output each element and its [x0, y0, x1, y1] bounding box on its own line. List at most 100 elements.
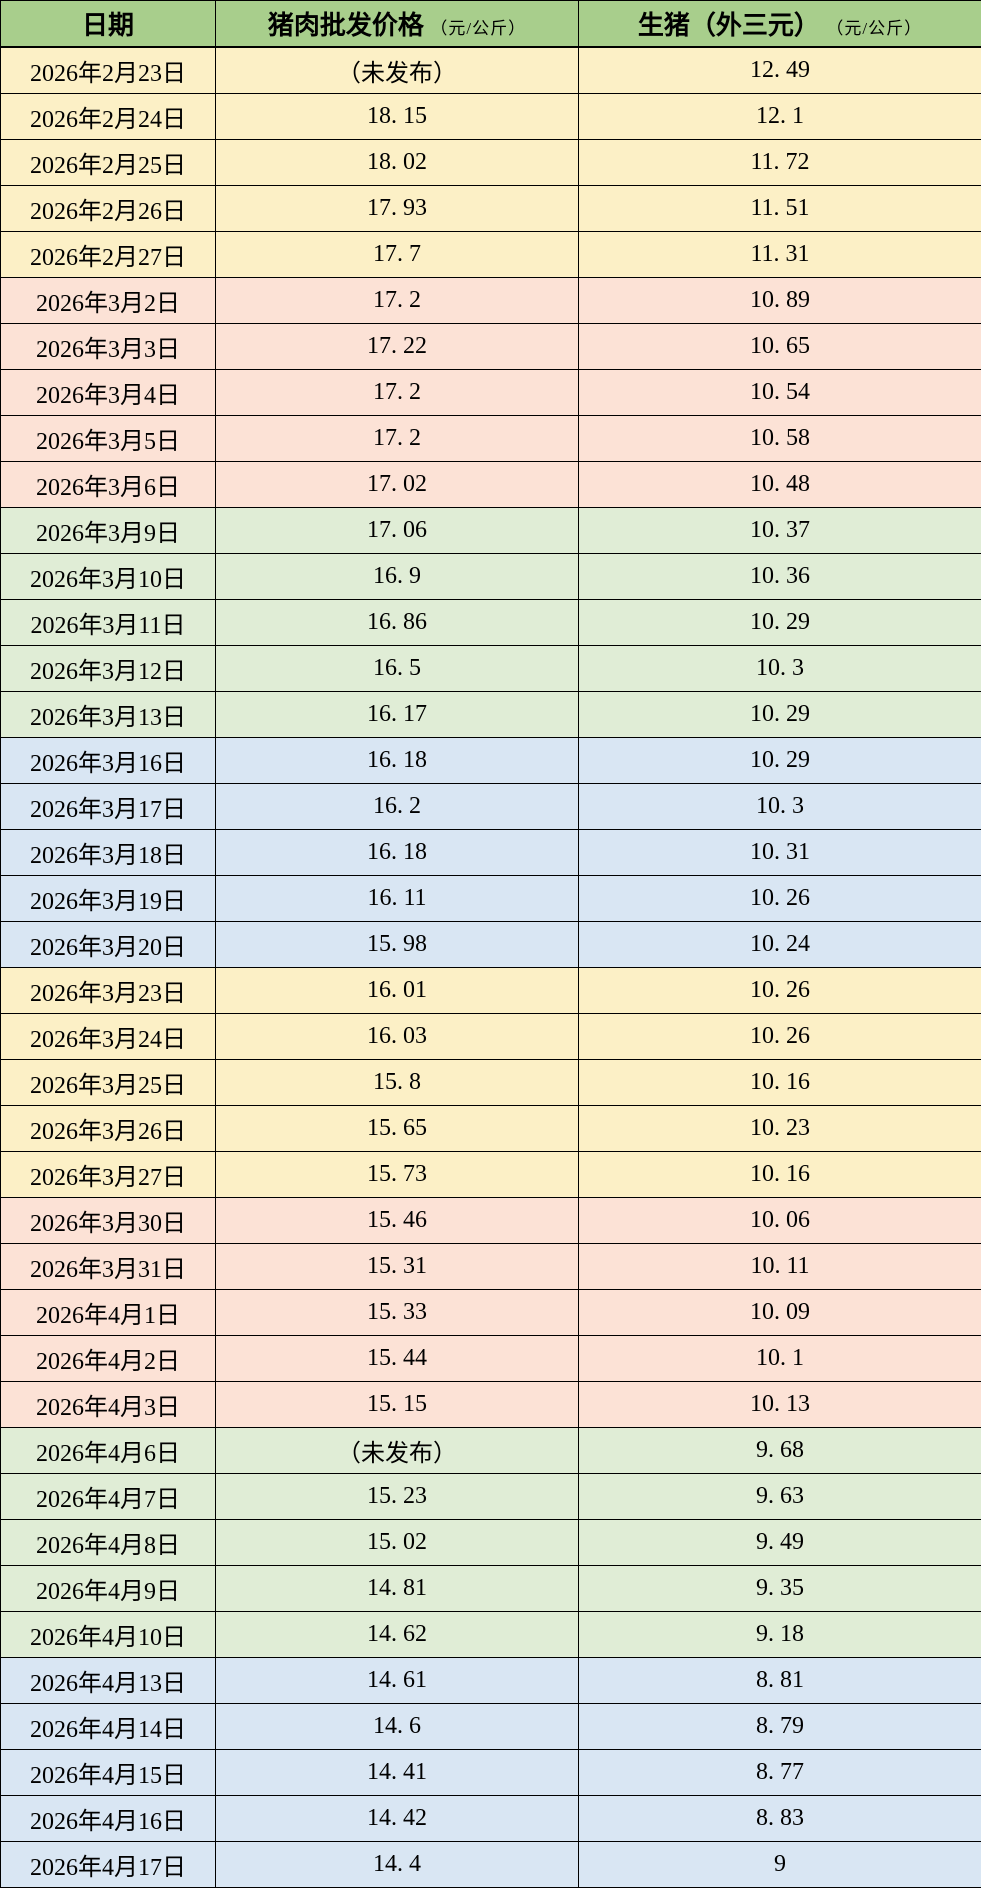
pork-price-cell: 16. 5	[215, 645, 579, 692]
date-cell: 2026年3月25日	[0, 1059, 216, 1106]
table-row: 2026年3月25日 15. 8 10. 16	[0, 1059, 981, 1106]
hog-price-cell: 10. 65	[578, 323, 981, 370]
table-row: 2026年3月16日 16. 18 10. 29	[0, 737, 981, 784]
hog-price-cell: 10. 58	[578, 415, 981, 462]
date-cell: 2026年4月16日	[0, 1795, 216, 1842]
date-cell: 2026年3月23日	[0, 967, 216, 1014]
date-cell: 2026年2月25日	[0, 139, 216, 186]
date-cell: 2026年4月10日	[0, 1611, 216, 1658]
date-cell: 2026年3月19日	[0, 875, 216, 922]
hog-price-cell: 12. 1	[578, 93, 981, 140]
pork-price-cell: 15. 98	[215, 921, 579, 968]
date-cell: 2026年3月26日	[0, 1105, 216, 1152]
table-row: 2026年3月20日 15. 98 10. 24	[0, 921, 981, 968]
table-row: 2026年3月23日 16. 01 10. 26	[0, 967, 981, 1014]
date-cell: 2026年3月2日	[0, 277, 216, 324]
pork-price-cell: 17. 06	[215, 507, 579, 554]
pork-price-cell: 15. 31	[215, 1243, 579, 1290]
price-table-body: 2026年2月23日 （未发布） 12. 49 2026年2月24日 18. 15 12.…	[0, 46, 981, 1888]
hog-price-cell: 11. 31	[578, 231, 981, 278]
date-cell: 2026年3月24日	[0, 1013, 216, 1060]
pork-price-cell: 15. 73	[215, 1151, 579, 1198]
table-row: 2026年3月6日 17. 02 10. 48	[0, 461, 981, 508]
table-row: 2026年2月27日 17. 7 11. 31	[0, 231, 981, 278]
hog-price-cell: 10. 29	[578, 691, 981, 738]
date-cell: 2026年4月15日	[0, 1749, 216, 1796]
hog-price-cell: 9. 49	[578, 1519, 981, 1566]
table-row: 2026年2月26日 17. 93 11. 51	[0, 185, 981, 232]
hog-price-cell: 8. 79	[578, 1703, 981, 1750]
date-cell: 2026年3月20日	[0, 921, 216, 968]
hog-price-cell: 8. 81	[578, 1657, 981, 1704]
hog-price-cell: 10. 36	[578, 553, 981, 600]
pork-price-cell: 14. 6	[215, 1703, 579, 1750]
header-hog-unit: （元/公斤）	[826, 19, 923, 38]
table-row: 2026年4月13日 14. 61 8. 81	[0, 1657, 981, 1704]
pork-price-cell: 17. 2	[215, 277, 579, 324]
hog-price-cell: 10. 3	[578, 645, 981, 692]
table-row: 2026年3月17日 16. 2 10. 3	[0, 783, 981, 830]
date-cell: 2026年4月1日	[0, 1289, 216, 1336]
hog-price-cell: 10. 16	[578, 1151, 981, 1198]
date-cell: 2026年4月14日	[0, 1703, 216, 1750]
header-date-label: 日期	[81, 11, 134, 40]
date-cell: 2026年4月9日	[0, 1565, 216, 1612]
table-row: 2026年2月24日 18. 15 12. 1	[0, 93, 981, 140]
hog-price-cell: 10. 29	[578, 599, 981, 646]
pork-price-cell: 14. 41	[215, 1749, 579, 1796]
date-cell: 2026年3月13日	[0, 691, 216, 738]
table-row: 2026年3月27日 15. 73 10. 16	[0, 1151, 981, 1198]
hog-price-cell: 9. 35	[578, 1565, 981, 1612]
hog-price-cell: 8. 77	[578, 1749, 981, 1796]
pork-price-cell: 18. 15	[215, 93, 579, 140]
table-row: 2026年3月5日 17. 2 10. 58	[0, 415, 981, 462]
hog-price-cell: 10. 06	[578, 1197, 981, 1244]
hog-price-cell: 11. 51	[578, 185, 981, 232]
date-cell: 2026年3月18日	[0, 829, 216, 876]
header-pork-unit: （元/公斤）	[430, 19, 527, 38]
table-row: 2026年3月2日 17. 2 10. 89	[0, 277, 981, 324]
table-row: 2026年4月7日 15. 23 9. 63	[0, 1473, 981, 1520]
pork-price-cell: 16. 9	[215, 553, 579, 600]
date-cell: 2026年3月9日	[0, 507, 216, 554]
date-cell: 2026年3月11日	[0, 599, 216, 646]
header-hog-price: 生猪（外三元） （元/公斤）	[578, 0, 981, 48]
table-row: 2026年3月4日 17. 2 10. 54	[0, 369, 981, 416]
date-cell: 2026年3月5日	[0, 415, 216, 462]
table-row: 2026年4月15日 14. 41 8. 77	[0, 1749, 981, 1796]
pork-price-cell: 15. 33	[215, 1289, 579, 1336]
date-cell: 2026年4月6日	[0, 1427, 216, 1474]
hog-price-cell: 10. 26	[578, 967, 981, 1014]
date-cell: 2026年3月3日	[0, 323, 216, 370]
table-row: 2026年3月19日 16. 11 10. 26	[0, 875, 981, 922]
date-cell: 2026年4月17日	[0, 1841, 216, 1888]
header-hog-label: 生猪（外三元）	[637, 11, 820, 40]
pork-price-cell: 16. 18	[215, 737, 579, 784]
pork-price-cell: 14. 4	[215, 1841, 579, 1888]
date-cell: 2026年2月26日	[0, 185, 216, 232]
date-cell: 2026年4月2日	[0, 1335, 216, 1382]
pork-price-cell: 15. 23	[215, 1473, 579, 1520]
date-cell: 2026年3月16日	[0, 737, 216, 784]
hog-price-cell: 10. 26	[578, 1013, 981, 1060]
date-cell: 2026年2月27日	[0, 231, 216, 278]
table-row: 2026年3月24日 16. 03 10. 26	[0, 1013, 981, 1060]
hog-price-cell: 10. 37	[578, 507, 981, 554]
pork-price-cell: 14. 61	[215, 1657, 579, 1704]
table-row: 2026年3月13日 16. 17 10. 29	[0, 691, 981, 738]
table-row: 2026年3月18日 16. 18 10. 31	[0, 829, 981, 876]
table-row: 2026年3月31日 15. 31 10. 11	[0, 1243, 981, 1290]
header-pork-label: 猪肉批发价格	[267, 11, 424, 40]
hog-price-cell: 11. 72	[578, 139, 981, 186]
table-row: 2026年4月8日 15. 02 9. 49	[0, 1519, 981, 1566]
pork-price-cell: 16. 03	[215, 1013, 579, 1060]
date-cell: 2026年4月8日	[0, 1519, 216, 1566]
header-row: 日期 猪肉批发价格 （元/公斤） 生猪（外三元） （元/公斤）	[0, 0, 981, 48]
pork-price-cell: 16. 17	[215, 691, 579, 738]
date-cell: 2026年3月31日	[0, 1243, 216, 1290]
hog-price-cell: 10. 23	[578, 1105, 981, 1152]
pork-price-cell: 15. 8	[215, 1059, 579, 1106]
